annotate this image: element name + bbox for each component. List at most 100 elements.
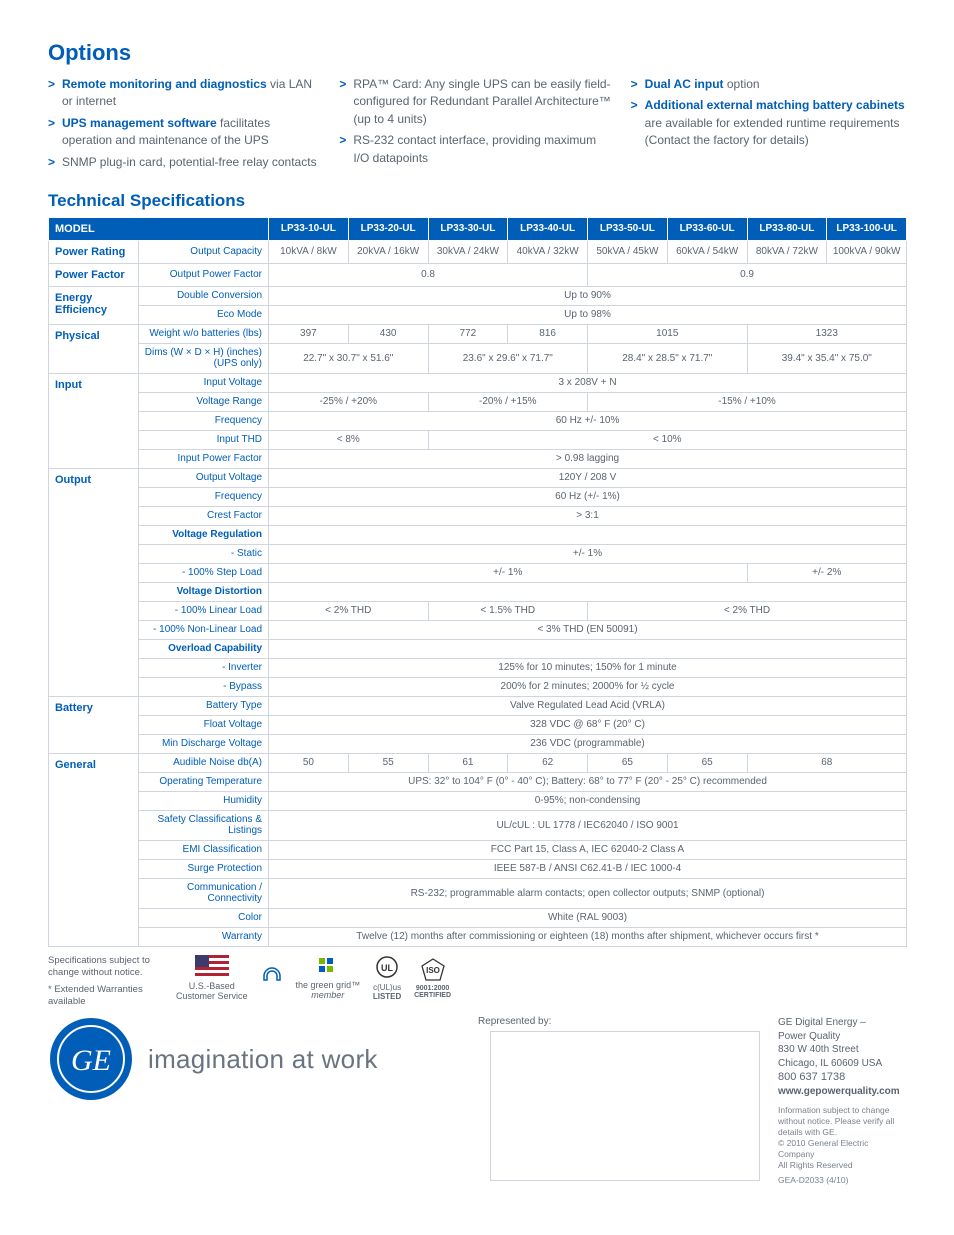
spec-row: Operating TemperatureUPS: 32° to 104° F … [49,772,907,791]
spec-row: Frequency60 Hz (+/- 1%) [49,487,907,506]
spec-group: Power Rating [49,240,139,263]
spec-cell: 22.7" x 30.7" x 51.6" [269,343,429,373]
spec-cell: 40kVA / 32kW [508,240,588,263]
spec-row: Float Voltage328 VDC @ 68° F (20° C) [49,715,907,734]
spec-cell: +/- 2% [747,563,907,582]
ge-logo-icon: GE [48,1016,134,1102]
spec-row: - 100% Non-Linear Load< 3% THD (EN 50091… [49,620,907,639]
spec-cell: 61 [428,753,508,772]
spec-row: - 100% Step Load+/- 1%+/- 2% [49,563,907,582]
spec-cell: -15% / +10% [588,392,907,411]
spec-cell: < 10% [428,430,907,449]
spec-cell: 772 [428,324,508,343]
spec-label: Min Discharge Voltage [139,734,269,753]
spec-row: Min Discharge Voltage236 VDC (programmab… [49,734,907,753]
addr-url[interactable]: www.gepowerquality.com [778,1085,906,1099]
spec-row: Safety Classifications & ListingsUL/cUL … [49,810,907,840]
spec-label: Frequency [139,411,269,430]
spec-row: Power RatingOutput Capacity10kVA / 8kW20… [49,240,907,263]
option-item: Dual AC input option [631,76,906,93]
spec-row: Dims (W × D × H) (inches) (UPS only)22.7… [49,343,907,373]
model-header: LP33-10-UL [269,217,349,240]
addr-l4: Chicago, IL 60609 USA [778,1057,906,1071]
spec-label: Weight w/o batteries (lbs) [139,324,269,343]
addr-phone: 800 637 1738 [778,1070,906,1085]
spec-cell: UL/cUL : UL 1778 / IEC62040 / ISO 9001 [269,810,907,840]
model-header-label: MODEL [49,217,269,240]
spec-cell: 328 VDC @ 68° F (20° C) [269,715,907,734]
spec-label: Voltage Range [139,392,269,411]
spec-cell: 816 [508,324,588,343]
spec-cell: 65 [667,753,747,772]
legal-3: All Rights Reserved [778,1160,906,1171]
spec-cell: 0.9 [588,263,907,286]
spec-cell: 236 VDC (programmable) [269,734,907,753]
model-header: LP33-40-UL [508,217,588,240]
spec-cell: < 8% [269,430,429,449]
legal-2: © 2010 General Electric Company [778,1138,906,1160]
spec-row: Humidity0-95%; non-condensing [49,791,907,810]
spec-row: Overload Capability [49,639,907,658]
spec-label: Crest Factor [139,506,269,525]
spec-cell [269,639,907,658]
spec-cell: 3 x 208V + N [269,373,907,392]
spec-cell: RS-232; programmable alarm contacts; ope… [269,878,907,908]
spec-cell: 50kVA / 45kW [588,240,668,263]
spec-group: Battery [49,696,139,753]
spec-label: Eco Mode [139,305,269,324]
spec-cell: 0-95%; non-condensing [269,791,907,810]
spec-row: BatteryBattery TypeValve Regulated Lead … [49,696,907,715]
spec-row: OutputOutput Voltage120Y / 208 V [49,468,907,487]
spec-row: Voltage Distortion [49,582,907,601]
legal-1: Information subject to change without no… [778,1105,906,1138]
spec-row: - 100% Linear Load< 2% THD< 1.5% THD< 2%… [49,601,907,620]
options-heading: Options [48,40,906,66]
spec-cell: 60 Hz (+/- 1%) [269,487,907,506]
spec-cell: < 1.5% THD [428,601,588,620]
spec-label: - 100% Step Load [139,563,269,582]
option-item: Remote monitoring and diagnostics via LA… [48,76,323,111]
spec-row: - Inverter125% for 10 minutes; 150% for … [49,658,907,677]
option-item: RS-232 contact interface, providing maxi… [339,132,614,167]
addr-l1: GE Digital Energy – [778,1016,906,1030]
option-item: RPA™ Card: Any single UPS can be easily … [339,76,614,128]
spec-cell: UPS: 32° to 104° F (0° - 40° C); Battery… [269,772,907,791]
spec-group: Power Factor [49,263,139,286]
spec-cell: < 2% THD [588,601,907,620]
headset-icon [260,965,284,989]
spec-cell [269,582,907,601]
spec-label: Input THD [139,430,269,449]
spec-label: Safety Classifications & Listings [139,810,269,840]
spec-cell: +/- 1% [269,563,748,582]
spec-label: Input Power Factor [139,449,269,468]
option-item: SNMP plug-in card, potential-free relay … [48,154,323,171]
options-col-1: Remote monitoring and diagnostics via LA… [48,76,323,175]
svg-text:GE: GE [71,1044,111,1077]
spec-row: Input Power Factor> 0.98 lagging [49,449,907,468]
footnotes: Specifications subject to change without… [48,955,158,1008]
spec-cell: Up to 98% [269,305,907,324]
spec-cell: < 3% THD (EN 50091) [269,620,907,639]
spec-cell: > 3:1 [269,506,907,525]
spec-label: - Bypass [139,677,269,696]
rep-box [490,1031,760,1181]
spec-label: Operating Temperature [139,772,269,791]
spec-row: Frequency60 Hz +/- 10% [49,411,907,430]
spec-cell: Valve Regulated Lead Acid (VRLA) [269,696,907,715]
spec-row: Voltage Regulation [49,525,907,544]
spec-cell: 68 [747,753,907,772]
model-header: LP33-50-UL [588,217,668,240]
spec-row: - Bypass200% for 2 minutes; 2000% for ½ … [49,677,907,696]
model-header: LP33-100-UL [827,217,907,240]
spec-label: Voltage Distortion [139,582,269,601]
rep-block: Represented by: [478,1016,768,1181]
spec-group: Energy Efficiency [49,286,139,324]
addr-l3: 830 W 40th Street [778,1043,906,1057]
model-header: LP33-60-UL [667,217,747,240]
spec-row: Communication / ConnectivityRS-232; prog… [49,878,907,908]
spec-row: Energy EfficiencyDouble ConversionUp to … [49,286,907,305]
ul-icon: UL [372,955,402,981]
spec-row: Crest Factor> 3:1 [49,506,907,525]
spec-cell: 60 Hz +/- 10% [269,411,907,430]
spec-cell: 80kVA / 72kW [747,240,827,263]
